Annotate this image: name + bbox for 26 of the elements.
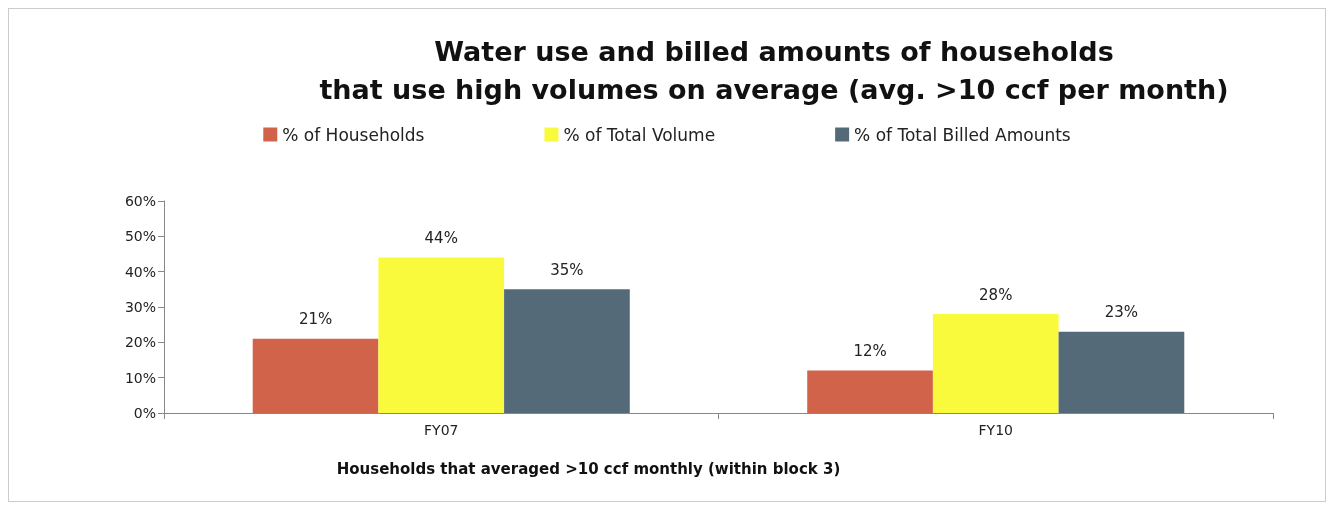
y-tick-label: 60% <box>124 193 156 209</box>
y-tick-label: 50% <box>124 228 156 245</box>
y-tick-label: 20% <box>124 334 156 351</box>
data-label: 35% <box>550 260 584 279</box>
data-label: 28% <box>979 285 1013 304</box>
bar <box>1058 331 1185 413</box>
data-label: 44% <box>424 229 458 248</box>
data-label: 21% <box>298 310 333 329</box>
x-axis-title: Households that averaged >10 ccf monthly (within block 3) <box>336 459 841 478</box>
x-tick-label: FY10 <box>978 422 1013 438</box>
bar <box>378 257 505 413</box>
bar <box>504 289 630 413</box>
bar <box>932 314 1059 413</box>
legend-label: % of Households <box>282 124 425 145</box>
y-tick-label: 40% <box>124 263 156 280</box>
data-label: 23% <box>1104 303 1139 322</box>
legend-label: % of Total Volume <box>563 124 716 145</box>
y-tick-label: 10% <box>124 369 156 386</box>
x-tick-label: FY07 <box>424 422 459 438</box>
bar <box>807 370 933 413</box>
y-tick-label: 30% <box>124 299 156 315</box>
chart-title: Water use and billed amounts of households that use high volumes on average (avg. >10 ccf per month) <box>319 35 1229 105</box>
data-label: 12% <box>853 342 887 361</box>
bar <box>252 338 379 413</box>
y-tick-label: 0% <box>133 405 156 421</box>
legend-label: % of Total Billed Amounts <box>854 124 1071 145</box>
